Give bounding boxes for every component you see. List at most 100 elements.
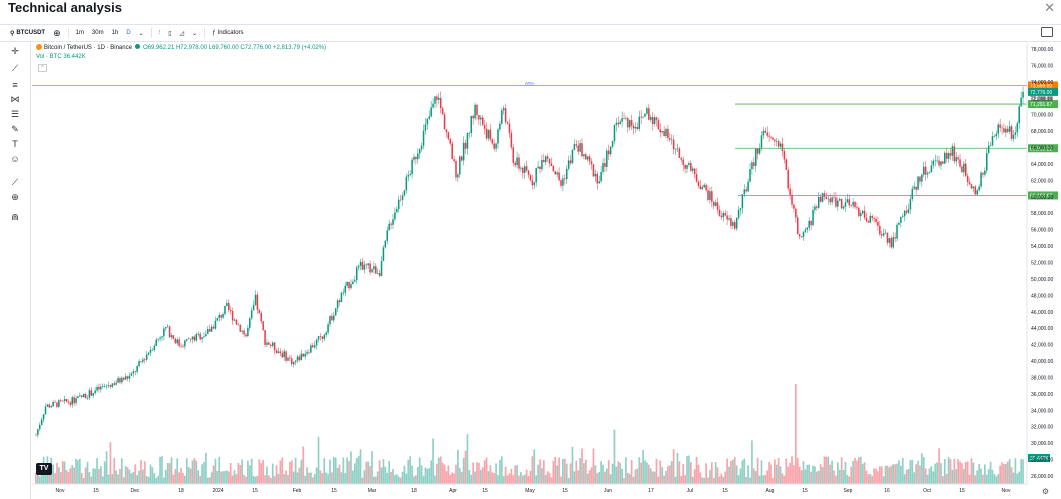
emoji-icon[interactable]: ☺	[10, 154, 20, 164]
interval-1h[interactable]: 1h	[111, 30, 119, 36]
close-icon[interactable]: ✕	[1044, 0, 1055, 15]
candle-body	[762, 130, 765, 136]
candle-body	[821, 193, 824, 202]
candle-body	[462, 142, 465, 161]
candle-body	[396, 208, 398, 213]
candle-body	[331, 315, 333, 321]
candle-body	[409, 174, 411, 176]
volume-bar	[189, 468, 192, 484]
compare-plus-icon[interactable]: ⊕	[53, 27, 61, 38]
volume-bar	[760, 460, 763, 484]
level-price-tag	[1028, 100, 1058, 109]
candle-body	[539, 166, 541, 170]
interval-1m[interactable]: 1m	[75, 30, 84, 36]
camera-icon[interactable]	[1041, 27, 1053, 37]
candle-body	[543, 159, 545, 163]
candle-body	[273, 342, 276, 351]
x-tick-label: 2024	[212, 488, 223, 494]
volume-bar	[222, 471, 224, 484]
chevron-down-icon[interactable]: ⌄	[192, 30, 198, 37]
candle-body	[764, 130, 767, 133]
volume-bar	[86, 461, 89, 484]
interval-30m[interactable]: 30m	[91, 30, 104, 36]
candle-body	[585, 154, 587, 160]
volume-bar	[798, 466, 801, 484]
chevron-down-icon[interactable]: ⌄	[138, 30, 144, 37]
volume-bar	[785, 458, 788, 484]
trend-line-icon[interactable]: ⟋	[11, 63, 19, 73]
volume-bar	[266, 466, 268, 484]
chart-type-icon[interactable]: ⫶	[158, 29, 161, 36]
volume-bar	[701, 477, 704, 484]
x-tick-label: Apr	[449, 488, 457, 494]
candle-body	[115, 382, 117, 385]
ruler-icon[interactable]: ⟋	[11, 177, 19, 187]
candle-body	[965, 163, 967, 176]
candle-body	[266, 342, 268, 345]
volume-bar	[1010, 467, 1013, 484]
volume-bar	[665, 470, 667, 484]
symbol-search-button[interactable]: ⚲ BTCUSDT	[0, 25, 49, 41]
horizontal-lines-icon[interactable]: ≡	[12, 80, 18, 90]
y-tick-label: 26,000.00	[1031, 474, 1053, 480]
volume-bar	[707, 477, 709, 484]
candle-body	[556, 172, 558, 175]
x-tick-label: 16	[884, 488, 890, 494]
area-chart-icon[interactable]: ◿	[179, 30, 185, 37]
volume-bar	[92, 468, 95, 484]
volume-bar	[113, 458, 116, 484]
level-price-label: 65,913.22	[1030, 146, 1052, 152]
candle-body	[441, 108, 444, 115]
pattern-icon[interactable]: ⋈	[10, 94, 20, 104]
candle-body	[214, 320, 217, 329]
volume-bar	[205, 452, 207, 484]
candle-body	[957, 157, 959, 160]
candle-body	[35, 434, 37, 436]
candle-body	[823, 193, 826, 197]
candle-body	[109, 385, 112, 387]
candle-body	[193, 336, 196, 341]
y-tick-label: 50,000.00	[1031, 277, 1053, 283]
volume-bar	[310, 472, 312, 484]
candle-body	[667, 128, 669, 139]
candlesticks	[35, 86, 1024, 438]
volume-bar	[233, 470, 236, 484]
candle-body	[907, 209, 910, 213]
volume-bar	[416, 467, 419, 484]
candle-body	[329, 315, 331, 325]
candle-body	[403, 190, 406, 196]
x-tick-label: Aug	[766, 488, 775, 494]
volume-bar	[932, 471, 935, 484]
candle-body	[859, 213, 862, 217]
candle-body	[130, 373, 133, 376]
zoom-in-icon[interactable]: ⊕	[11, 192, 19, 202]
volume-bar	[197, 470, 200, 484]
interval-d[interactable]: D	[126, 30, 131, 36]
candle-body	[382, 247, 385, 262]
candle-body	[564, 178, 566, 180]
candle-body	[271, 342, 274, 346]
fib-icon[interactable]: ☰	[10, 109, 20, 119]
magnet-icon[interactable]: ⋒	[11, 212, 19, 222]
legend-collapse-button[interactable]: ⌃	[38, 64, 47, 72]
candle-body	[858, 207, 860, 217]
brush-icon[interactable]: ✎	[11, 124, 19, 134]
candle-body	[145, 354, 148, 360]
candle-body	[756, 148, 759, 154]
candle-body	[249, 318, 251, 328]
candle-body	[709, 191, 711, 200]
indicators-button[interactable]: ƒ Indicators	[208, 25, 247, 41]
candle-body	[600, 171, 602, 182]
crosshair-icon[interactable]: ✛	[11, 46, 19, 56]
candle-body	[653, 117, 656, 125]
volume-bar	[258, 459, 261, 484]
volume-bar	[117, 474, 119, 484]
bar-style-icon[interactable]: ▯	[168, 30, 172, 37]
text-tool-icon[interactable]: T	[12, 139, 18, 149]
volume-bar	[920, 453, 923, 484]
y-tick-label: 36,000.00	[1031, 392, 1053, 398]
gear-icon[interactable]: ⚙	[1041, 487, 1049, 496]
volume-bar	[409, 456, 412, 484]
volume-bar	[58, 467, 60, 484]
